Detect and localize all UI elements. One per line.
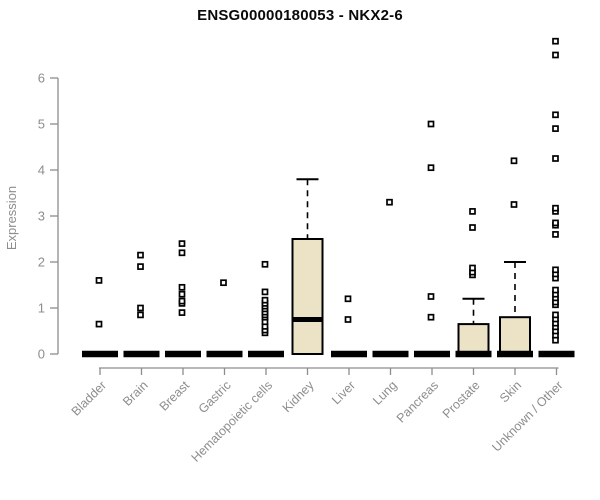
outlier-point — [95, 277, 103, 284]
outlier-point — [178, 297, 186, 305]
median-bar — [497, 350, 533, 358]
box-prostate — [457, 323, 490, 356]
x-tick-label: Pancreas — [394, 378, 441, 425]
outlier-point — [469, 224, 476, 231]
x-tick-label: Breast — [157, 378, 193, 414]
outlier-point — [178, 240, 186, 247]
outlier-point — [137, 304, 144, 312]
zero-bar — [82, 350, 118, 358]
outlier-point — [552, 155, 559, 162]
zero-bar — [165, 350, 201, 358]
outlier-point — [552, 204, 559, 212]
chart-title: ENSG00000180053 - NKX2-6 — [197, 7, 403, 24]
box-skin — [499, 316, 531, 356]
outlier-point — [552, 51, 559, 59]
outlier-point — [178, 249, 186, 257]
outlier-point — [427, 313, 435, 321]
outlier-point — [261, 260, 269, 268]
outlier-point — [137, 251, 144, 259]
median-bar — [455, 350, 492, 358]
outlier-point — [178, 309, 186, 316]
outlier-point — [95, 320, 103, 328]
zero-bar — [206, 350, 243, 358]
outlier-point — [427, 164, 435, 172]
outlier-point — [552, 311, 559, 319]
outlier-point — [178, 283, 186, 291]
y-tick-label: 5 — [38, 117, 45, 132]
y-tick-label: 4 — [38, 163, 45, 178]
y-tick-label: 1 — [38, 301, 45, 316]
y-tick-label: 6 — [38, 71, 45, 86]
outlier-point — [344, 316, 352, 323]
zero-bar — [248, 350, 284, 358]
outlier-point — [137, 311, 144, 319]
x-tick-label: Liver — [329, 378, 358, 407]
outlier-point — [510, 157, 518, 165]
outlier-point — [427, 293, 435, 300]
x-tick-label: Unknown / Other — [489, 378, 565, 454]
outlier-point — [510, 201, 518, 208]
x-tick-label: Lung — [370, 378, 400, 408]
outlier-point — [552, 231, 559, 238]
outlier-point — [552, 266, 559, 274]
zero-bar — [538, 350, 575, 358]
outlier-point — [178, 290, 186, 298]
y-tick-label: 2 — [38, 255, 45, 270]
outlier-point — [427, 120, 435, 128]
outlier-point — [469, 208, 476, 215]
y-tick-label: 0 — [38, 347, 45, 362]
outlier-point — [220, 279, 227, 287]
outlier-point — [137, 263, 144, 270]
zero-bar — [123, 350, 160, 358]
box-kidney — [291, 238, 324, 355]
outlier-point — [469, 264, 476, 272]
x-tick-label: Gastric — [196, 378, 234, 416]
x-tick-label: Kidney — [280, 378, 317, 415]
x-tick-label: Hematopoietic cells — [189, 378, 276, 465]
x-tick-label: Skin — [497, 378, 524, 405]
outlier-point — [552, 37, 559, 45]
outlier-point — [261, 296, 269, 304]
outlier-point — [552, 219, 559, 227]
zero-bar — [372, 350, 409, 358]
x-tick-label: Brain — [120, 378, 151, 409]
x-tick-label: Prostate — [440, 378, 483, 421]
x-tick-label: Bladder — [69, 378, 109, 418]
outlier-point — [261, 288, 269, 296]
outlier-point — [552, 111, 559, 119]
outlier-point — [552, 286, 559, 294]
zero-bar — [331, 350, 367, 358]
outlier-point — [552, 125, 559, 132]
zero-bar — [414, 350, 450, 358]
outlier-point — [344, 295, 352, 303]
y-axis-label: Expression — [4, 186, 19, 250]
y-tick-label: 3 — [38, 209, 45, 224]
outlier-point — [386, 198, 393, 206]
